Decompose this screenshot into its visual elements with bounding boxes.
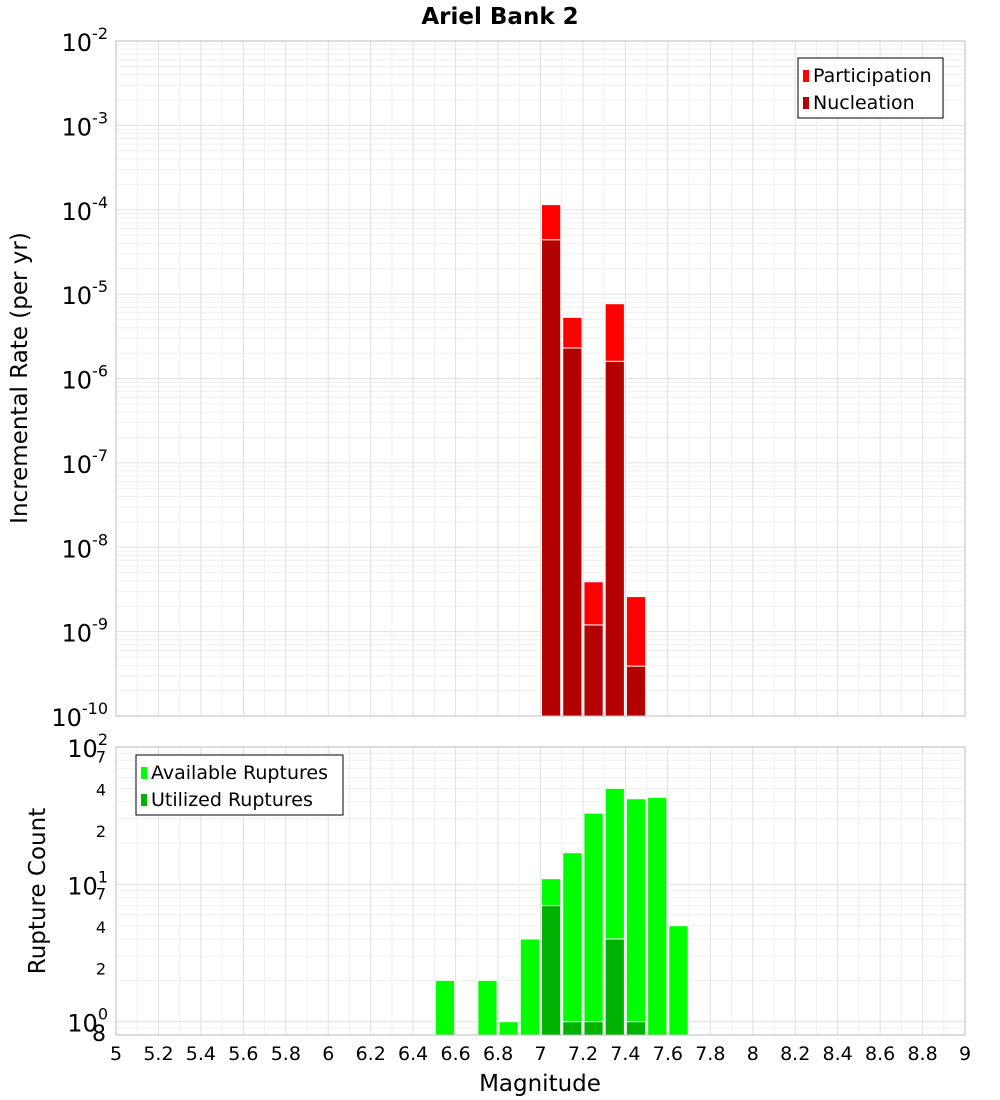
available-ruptures-bar bbox=[477, 979, 498, 1036]
bottom-plot-frame bbox=[115, 746, 966, 1036]
x-tick-label: 7 bbox=[534, 1043, 546, 1065]
utilized-ruptures-bar bbox=[541, 905, 562, 1036]
top-legend-label: Participation bbox=[813, 65, 932, 87]
bottom-y-major-tick-label: 101 bbox=[67, 867, 108, 900]
available-ruptures-bar bbox=[519, 938, 541, 1036]
utilized-ruptures-bar bbox=[583, 1021, 604, 1036]
bottom-y-minor-tick-label: 8 bbox=[92, 1022, 106, 1047]
bottom-y-minor-tick-label: 7 bbox=[96, 747, 106, 766]
bottom-legend-label: Utilized Ruptures bbox=[151, 789, 313, 811]
utilized-ruptures-bar bbox=[604, 938, 625, 1036]
x-tick-label: 8.6 bbox=[865, 1043, 895, 1065]
nucleation-bar bbox=[625, 665, 647, 717]
x-tick-label: 6 bbox=[322, 1043, 334, 1065]
x-tick-label: 8.2 bbox=[780, 1043, 810, 1065]
top-y-tick-label: 10-4 bbox=[62, 193, 109, 226]
top-plot-frame bbox=[115, 40, 966, 717]
top-legend-label: Nucleation bbox=[813, 92, 915, 114]
bottom-legend-swatch bbox=[141, 794, 147, 806]
bottom-y-minor-tick-label: 4 bbox=[96, 781, 106, 800]
bottom-y-minor-tick-label: 7 bbox=[96, 885, 106, 904]
top-legend-swatch bbox=[803, 97, 809, 109]
nucleation-bar bbox=[541, 239, 562, 717]
x-tick-label: 8.8 bbox=[907, 1043, 937, 1065]
bottom-y-minor-tick-label: 2 bbox=[96, 822, 106, 841]
x-axis-label: Magnitude bbox=[479, 1071, 601, 1097]
nucleation-bar bbox=[604, 360, 625, 717]
x-tick-label: 5.4 bbox=[186, 1043, 216, 1065]
top-y-tick-label: 10-6 bbox=[62, 362, 109, 395]
x-tick-label: 7.4 bbox=[610, 1043, 640, 1065]
x-tick-label: 7.2 bbox=[568, 1043, 598, 1065]
top-legend-swatch bbox=[803, 70, 809, 82]
bottom-y-minor-tick-label: 2 bbox=[96, 959, 106, 978]
top-y-tick-label: 10-9 bbox=[62, 615, 109, 648]
top-legend-box bbox=[797, 57, 944, 119]
x-tick-label: 5 bbox=[110, 1043, 122, 1065]
x-tick-label: 5.8 bbox=[271, 1043, 301, 1065]
bottom-y-minor-tick-label: 4 bbox=[96, 918, 106, 937]
x-tick-label: 6.8 bbox=[483, 1043, 513, 1065]
bottom-plot-area: 100 101 102 8 2 4 7 2 4 7 5 5.2 5.4 5.6 5.8 6 6.2 6.4 6.6 6… bbox=[67, 730, 971, 1065]
available-ruptures-bar bbox=[625, 798, 647, 1036]
x-tick-label: 7.8 bbox=[695, 1043, 725, 1065]
bottom-legend-label: Available Ruptures bbox=[151, 762, 328, 784]
available-ruptures-bar bbox=[583, 812, 604, 1036]
nucleation-bar bbox=[583, 624, 604, 717]
nucleation-bar bbox=[562, 347, 583, 717]
chart-title: Ariel Bank 2 bbox=[421, 4, 578, 30]
bottom-y-major-tick-label: 100 bbox=[67, 1005, 108, 1038]
bottom-legend-box bbox=[135, 754, 344, 816]
x-tick-label: 8.4 bbox=[823, 1043, 853, 1065]
available-ruptures-bar bbox=[647, 796, 668, 1036]
x-tick-label: 5.6 bbox=[228, 1043, 258, 1065]
top-y-tick-label: 10-8 bbox=[62, 530, 109, 563]
x-tick-label: 6.2 bbox=[356, 1043, 386, 1065]
top-y-tick-label: 10-2 bbox=[62, 24, 109, 57]
bottom-y-major-tick-label: 102 bbox=[67, 730, 108, 763]
available-ruptures-bar bbox=[498, 1021, 519, 1036]
top-y-tick-label: 10-7 bbox=[62, 446, 109, 479]
x-tick-label: 8 bbox=[747, 1043, 759, 1065]
x-tick-label: 7.6 bbox=[653, 1043, 683, 1065]
top-y-tick-label: 10-3 bbox=[62, 108, 109, 141]
utilized-ruptures-bar bbox=[625, 1021, 647, 1036]
top-y-tick-label: 10-10 bbox=[51, 699, 108, 732]
available-ruptures-bar bbox=[434, 979, 456, 1036]
top-plot-area: 10-10 10-9 10-8 10-7 10-6 10-5 10-4 10-3 10-2 Par… bbox=[51, 24, 966, 732]
x-tick-label: 5.2 bbox=[143, 1043, 173, 1065]
bottom-legend-swatch bbox=[141, 767, 147, 779]
top-y-axis-label: Incremental Rate (per yr) bbox=[7, 232, 33, 524]
bottom-y-axis-label: Rupture Count bbox=[25, 808, 51, 974]
utilized-ruptures-bar bbox=[562, 1021, 583, 1036]
available-ruptures-bar bbox=[562, 852, 583, 1036]
top-y-tick-label: 10-5 bbox=[62, 277, 109, 310]
x-tick-label: 6.4 bbox=[398, 1043, 428, 1065]
available-ruptures-bar bbox=[668, 925, 689, 1036]
x-tick-label: 6.6 bbox=[440, 1043, 470, 1065]
x-tick-label: 9 bbox=[959, 1043, 971, 1065]
